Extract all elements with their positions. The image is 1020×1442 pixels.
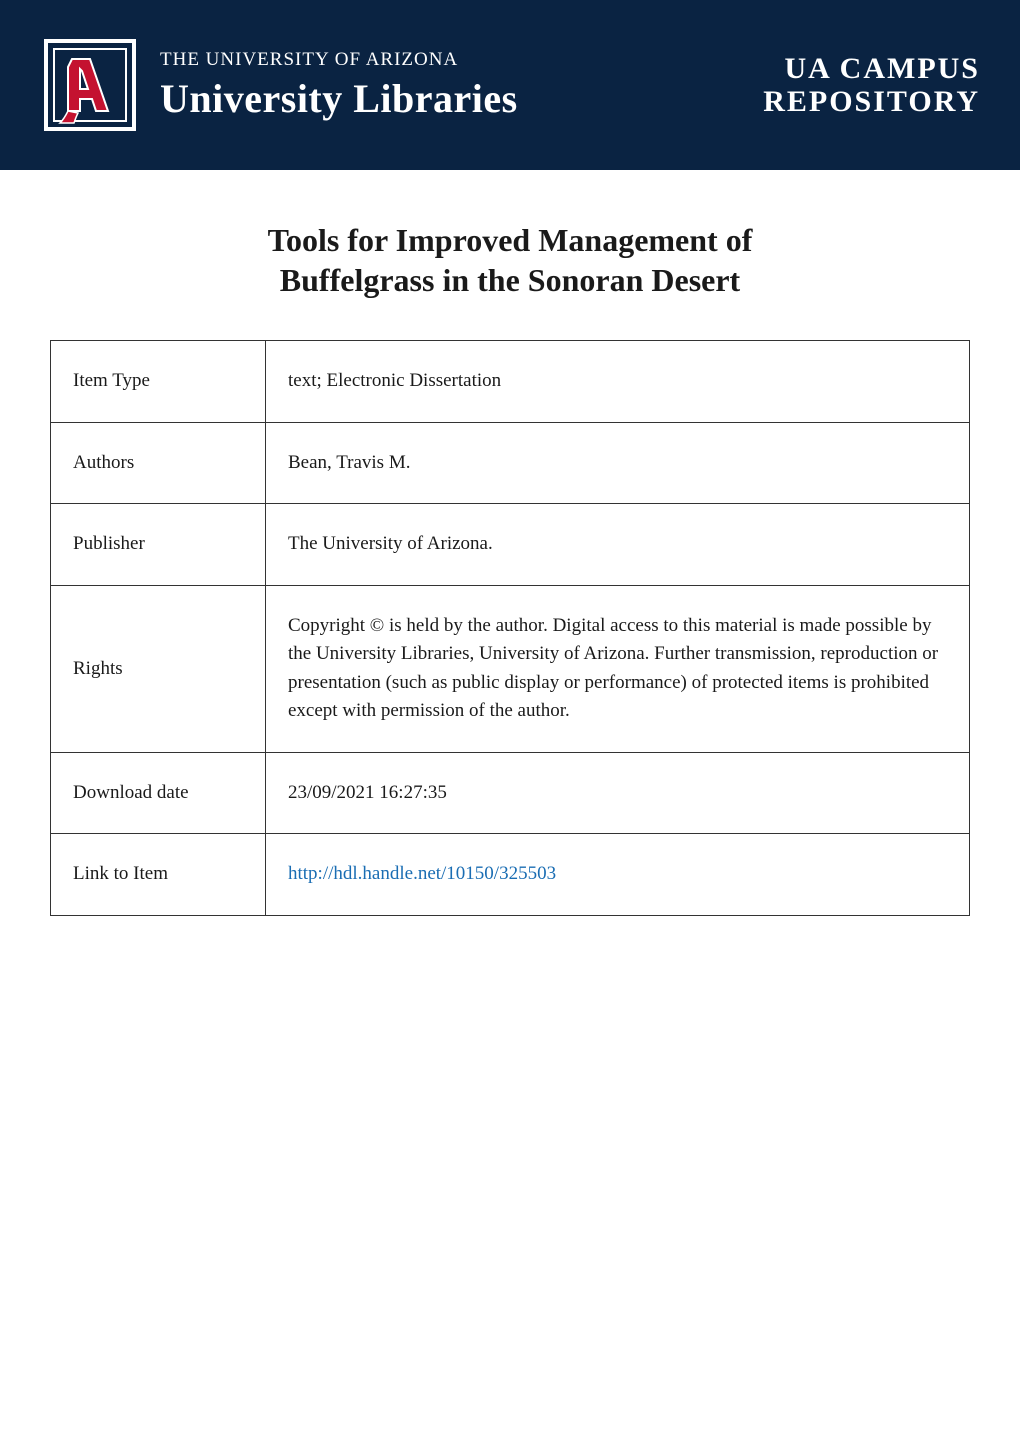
row-value-rights: Copyright © is held by the author. Digit…: [266, 585, 970, 752]
repo-name-line2: REPOSITORY: [763, 85, 980, 118]
row-value-publisher: The University of Arizona.: [266, 504, 970, 586]
item-link[interactable]: http://hdl.handle.net/10150/325503: [288, 863, 556, 884]
row-label-download-date: Download date: [51, 752, 266, 834]
table-row: Download date 23/09/2021 16:27:35: [51, 752, 970, 834]
row-label-link: Link to Item: [51, 834, 266, 916]
table-row: Item Type text; Electronic Dissertation: [51, 341, 970, 423]
ua-shield-icon: [40, 35, 140, 135]
banner-subtitle: THE UNIVERSITY OF ARIZONA: [160, 49, 518, 71]
document-title-line2: Buffelgrass in the Sonoran Desert: [50, 260, 970, 300]
header-banner: THE UNIVERSITY OF ARIZONA University Lib…: [0, 0, 1020, 170]
ua-logo: [40, 35, 140, 135]
banner-right: UA CAMPUS REPOSITORY: [763, 52, 980, 118]
document-title-line1: Tools for Improved Management of: [50, 220, 970, 260]
row-value-download-date: 23/09/2021 16:27:35: [266, 752, 970, 834]
row-label-publisher: Publisher: [51, 504, 266, 586]
row-label-rights: Rights: [51, 585, 266, 752]
row-value-authors: Bean, Travis M.: [266, 422, 970, 504]
table-row: Rights Copyright © is held by the author…: [51, 585, 970, 752]
row-label-item-type: Item Type: [51, 341, 266, 423]
metadata-table: Item Type text; Electronic Dissertation …: [50, 340, 970, 916]
row-value-item-type: text; Electronic Dissertation: [266, 341, 970, 423]
document-title: Tools for Improved Management of Buffelg…: [50, 220, 970, 300]
table-row: Link to Item http://hdl.handle.net/10150…: [51, 834, 970, 916]
banner-left: THE UNIVERSITY OF ARIZONA University Lib…: [40, 35, 518, 135]
row-value-link: http://hdl.handle.net/10150/325503: [266, 834, 970, 916]
banner-text-block: THE UNIVERSITY OF ARIZONA University Lib…: [160, 49, 518, 122]
row-label-authors: Authors: [51, 422, 266, 504]
banner-title: University Libraries: [160, 75, 518, 122]
repo-name-line1: UA CAMPUS: [763, 52, 980, 85]
content-area: Tools for Improved Management of Buffelg…: [0, 170, 1020, 916]
metadata-tbody: Item Type text; Electronic Dissertation …: [51, 341, 970, 916]
table-row: Publisher The University of Arizona.: [51, 504, 970, 586]
table-row: Authors Bean, Travis M.: [51, 422, 970, 504]
